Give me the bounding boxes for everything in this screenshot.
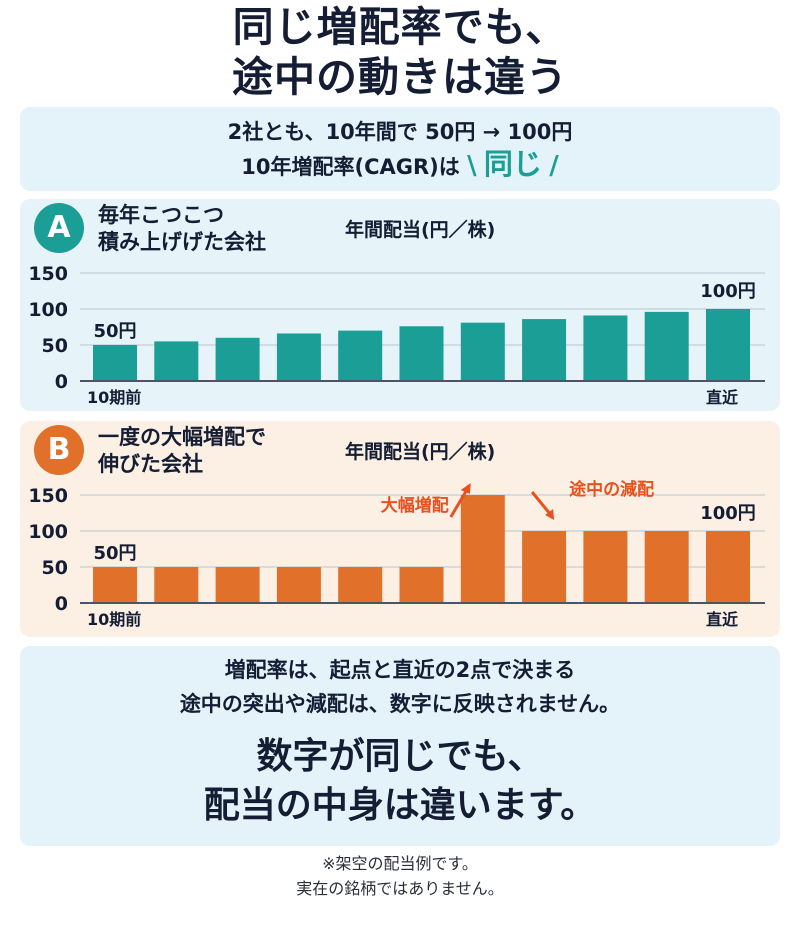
chart-a-value-label-last: 100円 xyxy=(700,281,756,302)
chart-a-bar xyxy=(522,319,567,381)
chart-a-bar xyxy=(460,322,505,381)
panel-a-badge: A xyxy=(34,203,84,253)
chart-a-bar xyxy=(154,341,199,381)
chart-b-y-tick-label: 150 xyxy=(28,485,68,507)
chart-a-x-label-start: 10期前 xyxy=(87,388,141,407)
chart-b-y-tick-label: 100 xyxy=(28,521,68,543)
intro-line1: 2社とも、10年間で 50円 → 100円 xyxy=(227,120,573,144)
chart-b-bar xyxy=(93,567,137,603)
annotation-large-increase: 大幅増配 xyxy=(381,495,449,516)
intro-box xyxy=(20,107,780,191)
chart-b-y-tick-label: 0 xyxy=(55,593,68,615)
chart-a-bar xyxy=(93,345,137,381)
intro-emphasis-same: 同じ xyxy=(483,147,542,181)
panel-b-title-line2: 伸びた会社 xyxy=(98,452,203,476)
chart-a-y-tick-label: 0 xyxy=(55,371,68,393)
chart-a-bar xyxy=(399,326,444,381)
panel-a-title-line2: 積み上げげた会社 xyxy=(98,230,266,254)
chart-b-bar xyxy=(276,567,321,603)
chart-a-bar xyxy=(583,315,628,381)
chart-b-bar xyxy=(399,567,444,603)
chart-a-bar xyxy=(338,330,383,381)
conclusion-box xyxy=(20,646,780,846)
chart-a-bar xyxy=(706,309,750,381)
conclusion-headline1: 数字が同じでも、 xyxy=(256,736,544,777)
page-title: 同じ増配率でも、 途中の動きは違う xyxy=(0,2,800,102)
panel-b-title-line1: 一度の大幅増配で xyxy=(98,425,266,449)
chart-b-bar xyxy=(215,567,260,603)
chart-a-x-label-end: 直近 xyxy=(706,388,738,407)
panel-a-title-line1: 毎年こつこつ xyxy=(98,203,224,227)
annotation-dividend-cut: 途中の減配 xyxy=(569,479,654,500)
chart-b-x-label-start: 10期前 xyxy=(87,610,141,629)
chart-b-bar xyxy=(522,531,567,603)
chart-b: 0 50 100 150 10期前 直近 50円 100円 大幅増配 途中の減配 xyxy=(28,479,765,629)
chart-a-bar xyxy=(276,333,321,381)
chart-b-bar xyxy=(460,495,505,603)
chart-b-value-label-last: 100円 xyxy=(700,503,756,524)
page-title-line2: 途中の動きは違う xyxy=(232,53,568,101)
intro-line2-prefix: 10年増配率(CAGR)は xyxy=(241,155,460,179)
chart-b-value-label-first: 50円 xyxy=(93,543,136,564)
arrow-cut-icon xyxy=(530,491,552,515)
panel-b-title: 一度の大幅増配で 伸びた会社 xyxy=(98,424,266,478)
arrow-increase-head-icon xyxy=(460,483,471,494)
panel-b-badge: B xyxy=(34,425,84,475)
chart-a-y-tick-label: 150 xyxy=(28,263,68,285)
chart-b-bar xyxy=(338,567,383,603)
chart-a-bar xyxy=(215,337,260,381)
disclaimer-line2: 実在の銘柄ではありません。 xyxy=(296,879,504,898)
arrow-increase-icon xyxy=(449,489,469,518)
conclusion-line1: 増配率は、起点と直近の2点で決まる xyxy=(224,658,576,682)
conclusion-line2: 途中の突出や減配は、数字に反映されません。 xyxy=(179,692,621,716)
chart-a-bar xyxy=(644,311,689,381)
chart-b-bar xyxy=(583,531,628,603)
chart-a-value-label-first: 50円 xyxy=(93,321,136,342)
arrow-cut-head-icon xyxy=(545,509,555,520)
chart-b-x-label-end: 直近 xyxy=(706,610,738,629)
intro-line2: 10年増配率(CAGR)は \ 同じ / xyxy=(20,148,780,183)
page-title-line1: 同じ増配率でも、 xyxy=(232,3,568,51)
slash-left: \ xyxy=(467,151,477,181)
slash-right: / xyxy=(549,151,559,181)
chart-b-bar xyxy=(154,567,199,603)
chart-a-y-tick-label: 100 xyxy=(28,299,68,321)
disclaimer-line1: ※架空の配当例です。 xyxy=(322,854,478,873)
chart-b-bar xyxy=(706,531,750,603)
chart-b-bar xyxy=(644,531,689,603)
panel-a-title: 毎年こつこつ 積み上げげた会社 xyxy=(98,202,266,256)
panel-b-unit-label: 年間配当(円／株) xyxy=(345,441,496,463)
conclusion-headline2: 配当の中身は違います。 xyxy=(203,785,597,826)
chart-a: 0 50 100 150 10期前 直近 50円 100円 xyxy=(28,263,765,407)
chart-b-y-tick-label: 50 xyxy=(42,557,68,579)
chart-a-y-tick-label: 50 xyxy=(42,335,68,357)
panel-a-unit-label: 年間配当(円／株) xyxy=(345,219,496,241)
